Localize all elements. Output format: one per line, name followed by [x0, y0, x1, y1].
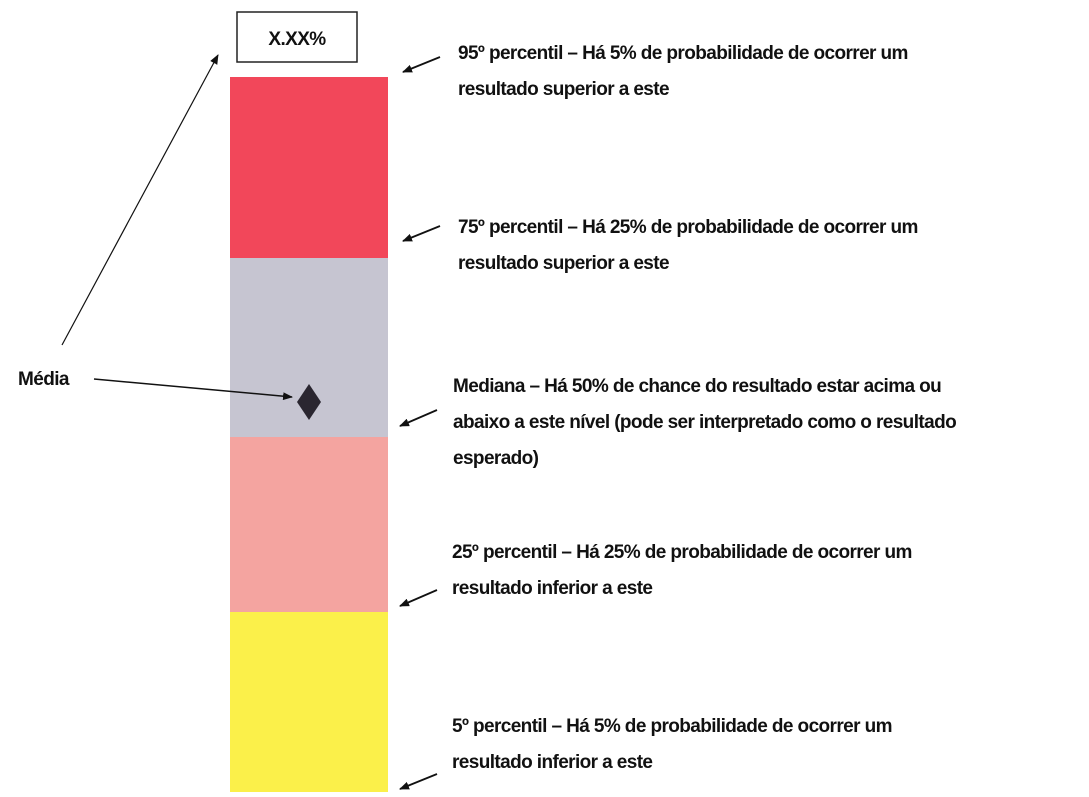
annotation-line: Mediana – Há 50% de chance do resultado … [453, 376, 941, 397]
arrow [61, 54, 219, 346]
annotation-line: resultado inferior a este [452, 578, 652, 599]
arrow [402, 56, 441, 73]
annotation-line: 95º percentil – Há 5% de probabilidade d… [458, 43, 908, 64]
arrow [93, 378, 293, 401]
arrow [402, 225, 441, 242]
annotation-line: 75º percentil – Há 25% de probabilidade … [458, 217, 918, 238]
annotation-line: resultado superior a este [458, 79, 669, 100]
arrow [399, 773, 438, 790]
box-label: X.XX% [268, 29, 326, 50]
media-label: Média [18, 369, 70, 390]
mean-diamond [297, 384, 321, 420]
band-upper [230, 77, 388, 258]
annotation-line: 5º percentil – Há 5% de probabilidade de… [452, 716, 892, 737]
annotation-line: resultado superior a este [458, 253, 669, 274]
annotation-line: resultado inferior a este [452, 752, 652, 773]
annotation-line: abaixo a este nível (pode ser interpreta… [453, 412, 956, 433]
annotations: 95º percentil – Há 5% de probabilidade d… [452, 43, 957, 773]
band-lower-mid [230, 437, 388, 612]
value-box [236, 11, 358, 63]
annotation-line: esperado) [453, 448, 539, 469]
arrow [399, 409, 438, 427]
arrow [399, 589, 438, 607]
band-lower [230, 612, 388, 792]
annotation-line: 25º percentil – Há 25% de probabilidade … [452, 542, 912, 563]
